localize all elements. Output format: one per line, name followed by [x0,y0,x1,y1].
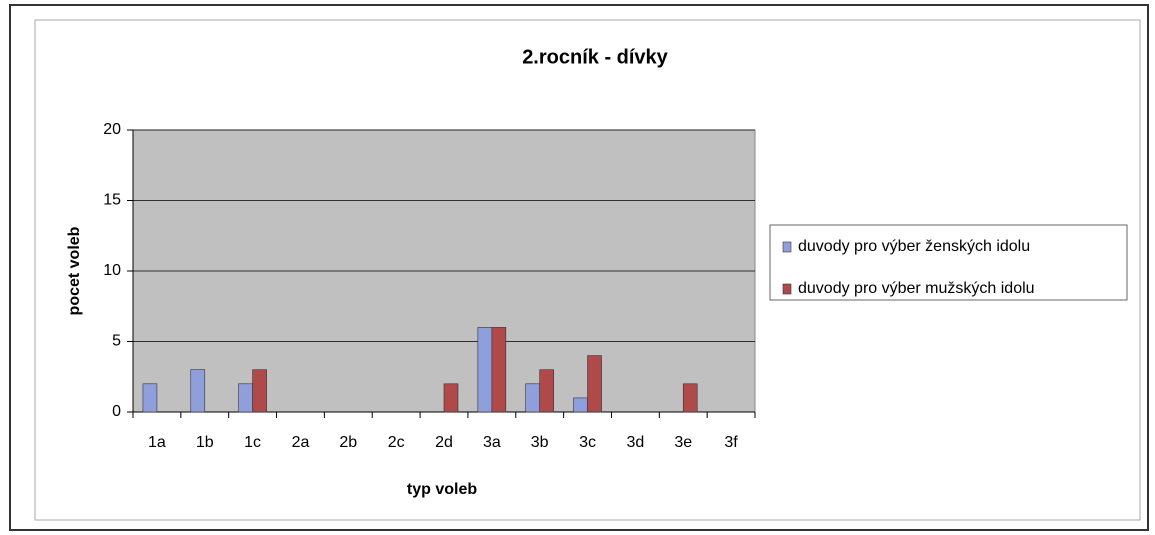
bar [238,383,253,413]
x-tick-label: 1b [196,434,214,451]
bar [142,383,158,413]
legend-swatch [782,241,792,253]
bar [252,369,267,413]
bar [491,327,507,413]
x-tick-label: 2b [339,434,357,451]
bar [443,383,459,413]
legend-label: duvody pro výber ženských idolu [798,238,1030,255]
bar [573,397,588,413]
x-tick-label: 3d [626,434,644,451]
legend [769,224,1128,301]
x-tick-label: 1a [148,434,166,451]
bar [682,383,698,413]
x-tick-label: 1c [244,434,261,451]
bar [525,383,540,413]
y-tick-label: 15 [103,192,121,209]
bar [477,327,493,413]
y-tick-label: 5 [112,333,121,350]
x-tick-label: 3a [483,434,501,451]
bar [587,355,602,413]
x-tick-label: 3b [531,434,549,451]
x-axis-label: typ voleb [407,481,477,498]
x-tick-label: 3c [579,434,596,451]
x-tick-label: 3e [674,434,692,451]
legend-label: duvody pro výber mužských idolu [798,280,1035,297]
chart-title: 2.rocník - dívky [522,46,668,68]
y-tick-label: 0 [112,403,121,420]
bar [539,369,554,413]
x-tick-label: 3f [724,434,738,451]
legend-swatch [782,283,792,295]
bar [190,369,206,413]
y-tick-label: 10 [103,262,121,279]
y-axis-label: pocet voleb [66,226,83,315]
y-tick-label: 20 [103,121,121,138]
x-tick-label: 2d [435,434,453,451]
x-tick-label: 2c [388,434,405,451]
x-tick-label: 2a [292,434,310,451]
